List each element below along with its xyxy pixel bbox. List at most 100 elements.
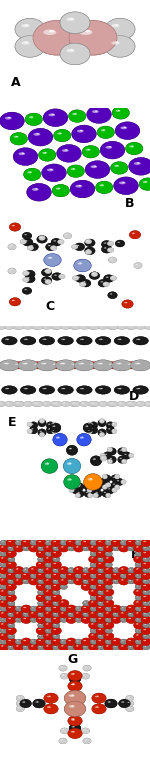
Ellipse shape [53,423,54,424]
Circle shape [88,600,99,607]
Circle shape [34,401,44,407]
Circle shape [96,181,113,194]
Circle shape [103,600,114,607]
Circle shape [88,578,99,585]
Circle shape [60,639,68,644]
Circle shape [60,673,69,679]
Ellipse shape [108,460,110,461]
Circle shape [133,337,148,345]
Ellipse shape [108,428,110,429]
Ellipse shape [62,149,69,152]
Circle shape [84,490,92,497]
Circle shape [58,566,69,574]
Circle shape [31,362,44,369]
Ellipse shape [2,618,4,619]
Circle shape [32,401,41,407]
Circle shape [52,429,57,434]
Circle shape [20,386,36,394]
Circle shape [30,606,38,612]
Ellipse shape [71,708,75,709]
Circle shape [87,106,111,123]
Circle shape [105,606,112,612]
Circle shape [103,632,114,640]
Circle shape [52,428,57,434]
Circle shape [96,638,106,646]
Ellipse shape [136,612,139,614]
Circle shape [74,643,84,651]
Ellipse shape [107,541,109,542]
Circle shape [39,432,45,437]
Circle shape [15,18,45,40]
Ellipse shape [98,563,101,564]
Circle shape [45,639,53,644]
Circle shape [105,584,112,590]
Circle shape [23,277,29,282]
Circle shape [15,36,45,58]
Ellipse shape [136,388,140,389]
Circle shape [128,612,135,617]
Circle shape [38,556,45,562]
Ellipse shape [98,618,101,619]
Circle shape [128,324,137,329]
Circle shape [71,401,81,407]
Ellipse shape [8,607,11,608]
Circle shape [28,566,39,574]
Circle shape [118,456,126,463]
Circle shape [88,643,99,651]
Circle shape [8,568,15,573]
Circle shape [105,699,117,708]
Circle shape [20,239,26,245]
Ellipse shape [86,492,88,493]
Circle shape [114,177,138,195]
Circle shape [8,546,15,551]
Circle shape [8,590,15,595]
Circle shape [80,282,86,287]
Circle shape [134,621,144,629]
Circle shape [141,572,150,580]
Circle shape [141,627,150,634]
Circle shape [98,279,109,287]
Circle shape [41,276,52,285]
Text: C: C [45,300,54,313]
Circle shape [101,241,112,248]
Ellipse shape [108,424,110,425]
Circle shape [68,568,75,573]
Ellipse shape [1,612,4,614]
Circle shape [142,546,150,551]
Circle shape [125,700,134,706]
Circle shape [0,112,24,129]
Ellipse shape [48,424,50,425]
Circle shape [37,612,45,617]
Circle shape [37,634,45,639]
Ellipse shape [38,574,41,575]
Circle shape [69,488,74,493]
Ellipse shape [80,338,84,340]
Ellipse shape [132,232,135,234]
Ellipse shape [123,460,124,461]
Circle shape [36,638,47,646]
Circle shape [45,573,53,578]
Ellipse shape [91,557,94,559]
Ellipse shape [144,635,146,636]
Ellipse shape [53,541,56,542]
Ellipse shape [106,579,109,581]
Circle shape [133,544,144,552]
Ellipse shape [116,165,118,166]
Ellipse shape [53,629,56,630]
Ellipse shape [27,277,30,279]
Circle shape [103,275,114,282]
Circle shape [72,276,79,281]
Ellipse shape [70,489,72,490]
Circle shape [68,671,82,681]
Circle shape [6,616,17,624]
Circle shape [75,275,86,282]
Circle shape [105,36,135,58]
Circle shape [139,178,150,191]
Circle shape [41,276,52,285]
Circle shape [22,232,32,239]
Ellipse shape [32,188,39,191]
Circle shape [88,632,99,640]
Circle shape [142,556,150,562]
Circle shape [45,540,53,546]
Circle shape [53,129,71,142]
